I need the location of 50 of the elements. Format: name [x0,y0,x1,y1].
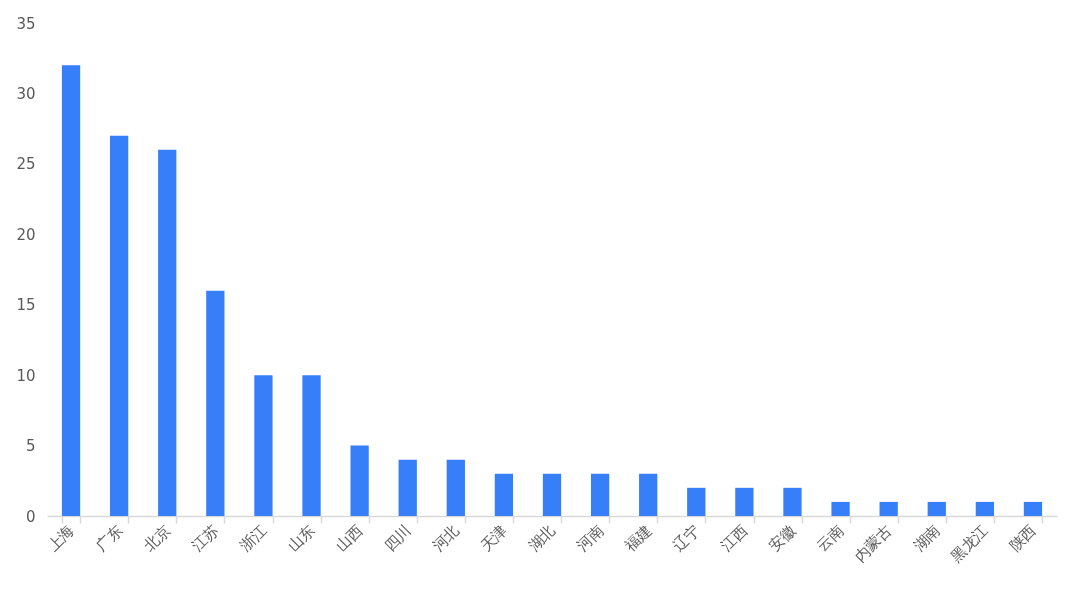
x-tick-label: 陕西 [1005,521,1040,556]
bar [639,473,658,516]
bar [398,459,417,516]
x-tick-label: 河南 [573,521,607,556]
x-tick-label: 福建 [621,521,656,556]
bar [735,487,754,516]
bar [110,135,129,516]
x-tick-label: 湖南 [909,521,944,556]
x-tick-label: 河北 [428,521,463,556]
x-tick-label: 山东 [284,521,319,556]
y-tick-label: 0 [25,507,36,526]
bar [542,473,562,516]
x-tick-label: 北京 [140,521,175,556]
y-tick-label: 5 [25,437,36,456]
y-tick-label: 25 [16,155,36,174]
y-tick-label: 15 [16,296,36,315]
bar [302,375,321,516]
bar [1023,501,1043,516]
bar [158,149,177,516]
bar [590,473,610,516]
y-tick-label: 20 [16,225,36,244]
x-tick-label: 内蒙古 [850,521,896,566]
x-tick-label: 四川 [380,521,415,556]
x-tick-label: 江苏 [188,521,223,556]
x-tick-label: 江西 [717,521,752,556]
bar [783,487,802,516]
x-tick-label: 黑龙江 [947,521,992,566]
bar [350,445,369,516]
x-tick-label: 天津 [476,521,511,556]
x-tick-label: 上海 [43,521,78,556]
bar [831,501,850,516]
x-tick-label: 湖北 [524,521,559,556]
x-tick-label: 安徽 [765,521,800,556]
y-tick-label: 35 [16,14,36,33]
x-tick-label: 山西 [332,521,367,556]
bar [927,501,946,516]
bar [61,65,81,516]
bar [206,290,225,516]
bar [975,501,994,516]
y-tick-label: 10 [16,366,36,385]
bar [254,375,273,516]
bar [446,459,465,516]
x-tick-label: 辽宁 [669,521,704,556]
bar [687,487,706,516]
x-tick-label: 云南 [813,521,848,556]
x-tick-label: 浙江 [236,521,271,556]
y-tick-label: 30 [16,84,36,103]
bar [879,501,898,516]
bar [494,473,514,516]
x-tick-label: 广东 [92,521,127,556]
